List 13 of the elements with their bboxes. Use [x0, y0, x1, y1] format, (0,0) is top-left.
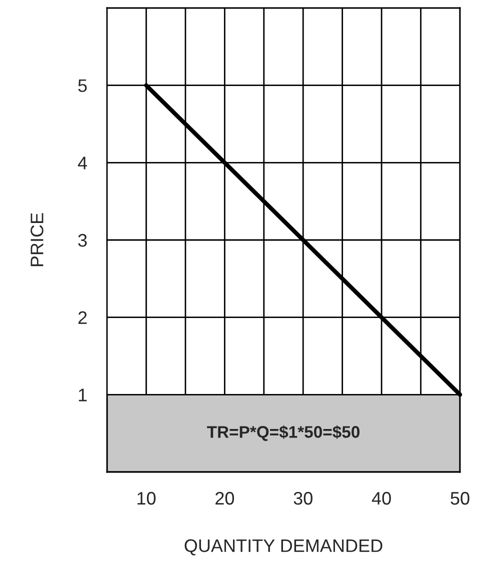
y-tick-label: 1: [78, 388, 87, 402]
x-tick-label: 50: [450, 492, 470, 505]
y-axis-title: PRICE: [30, 213, 44, 266]
band-label: TR=P*Q=$1*50=$50: [207, 425, 360, 441]
x-tick-label: 40: [372, 492, 391, 505]
y-tick-label: 4: [78, 156, 88, 170]
y-tick-label: 3: [78, 234, 87, 247]
x-tick-label: 10: [138, 492, 156, 505]
x-tick-label: 30: [294, 492, 312, 505]
y-tick-label: 2: [78, 311, 87, 324]
x-axis-title: QUANTITY DEMANDED: [184, 539, 382, 556]
y-tick-label: 5: [78, 79, 87, 92]
x-tick-label: 20: [216, 492, 234, 505]
